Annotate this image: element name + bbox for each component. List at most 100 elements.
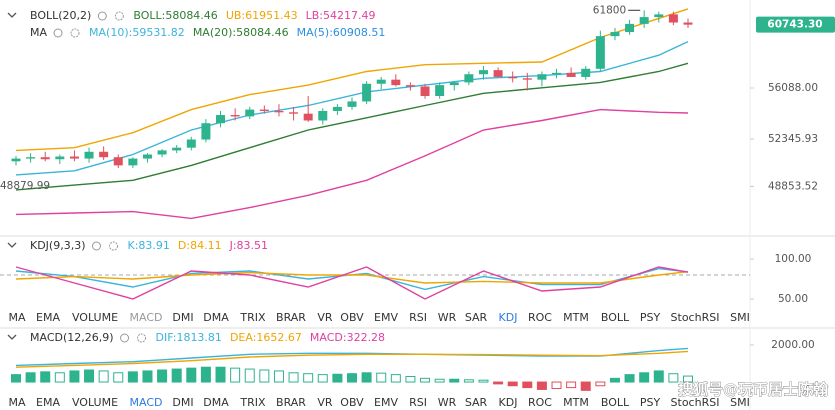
macd-bar: [215, 366, 226, 383]
candle-body: [420, 86, 430, 96]
candle-body: [157, 150, 167, 155]
macd-bar: [244, 368, 255, 383]
settings-icon[interactable]: [137, 333, 147, 343]
indicator-tab[interactable]: DMA: [203, 311, 229, 324]
macd-bar: [609, 377, 620, 383]
indicator-tab[interactable]: RSI: [409, 396, 427, 409]
indicator-tab[interactable]: MACD: [130, 311, 163, 324]
macd-bar: [40, 371, 51, 383]
indicator-tab[interactable]: KDJ: [499, 311, 518, 324]
candle-body: [40, 157, 50, 160]
indicator-tab[interactable]: EMV: [374, 311, 398, 324]
collapse-icon[interactable]: [7, 12, 17, 18]
candle-body: [625, 23, 635, 33]
indicator-tab[interactable]: TRIX: [239, 396, 266, 409]
visibility-icon[interactable]: [53, 28, 63, 38]
indicator-tab[interactable]: MA: [8, 311, 25, 324]
indicator-tab[interactable]: WR: [438, 311, 457, 324]
visibility-icon[interactable]: [92, 241, 101, 251]
indicator-tab[interactable]: KDJ: [499, 396, 518, 409]
indicator-tab[interactable]: BRAR: [276, 396, 306, 409]
candle-body: [303, 113, 313, 121]
indicator-tab[interactable]: BOLL: [601, 311, 630, 324]
indicator-tab[interactable]: VR: [317, 311, 333, 324]
candle-body: [128, 158, 138, 166]
macd-bar: [361, 372, 372, 383]
visibility-icon[interactable]: [97, 11, 107, 21]
candle-body: [552, 72, 562, 75]
macd-bar: [157, 369, 168, 383]
candle-body: [332, 106, 342, 111]
macd-bar: [200, 366, 211, 383]
macd-bar: [522, 381, 533, 389]
macd-bar: [507, 381, 518, 387]
macd-bar: [259, 369, 270, 383]
collapse-icon[interactable]: [7, 242, 17, 248]
indicator-tab[interactable]: VOLUME: [72, 311, 118, 324]
macd-bar: [478, 379, 489, 383]
settings-icon[interactable]: [114, 11, 124, 21]
candle-body: [464, 74, 474, 83]
macd-bar: [317, 374, 328, 383]
candle-body: [376, 79, 386, 84]
indicator-tab[interactable]: StochRSI: [671, 311, 720, 324]
macd-bar: [536, 381, 547, 390]
macd-bar: [171, 368, 182, 383]
macd-bar: [595, 381, 606, 387]
candle-body: [595, 36, 605, 69]
indicator-tab[interactable]: SMI: [730, 311, 750, 324]
indicator-tab[interactable]: PSY: [640, 396, 661, 409]
indicator-tab[interactable]: EMV: [374, 396, 398, 409]
indicator-tab[interactable]: DMI: [172, 396, 193, 409]
candle-body: [654, 14, 664, 18]
indicator-line: [15, 108, 689, 220]
macd-bar: [54, 372, 65, 383]
indicator-tab[interactable]: ROC: [528, 311, 552, 324]
indicator-tab[interactable]: ROC: [528, 396, 552, 409]
indicator-tab[interactable]: DMI: [172, 311, 193, 324]
indicator-tab[interactable]: BOLL: [601, 396, 630, 409]
indicator-tab[interactable]: StochRSI: [671, 396, 720, 409]
indicator-tab[interactable]: DMA: [203, 396, 229, 409]
macd-bar: [25, 372, 36, 383]
candle-body: [11, 158, 21, 162]
indicator-tab[interactable]: MTM: [563, 396, 589, 409]
indicator-tab[interactable]: RSI: [409, 311, 427, 324]
candle-body: [347, 101, 357, 107]
indicator-tab[interactable]: OBV: [340, 311, 364, 324]
indicator-tab[interactable]: SAR: [465, 311, 488, 324]
visibility-icon[interactable]: [120, 333, 130, 343]
indicator-line: [15, 350, 689, 368]
indicator-tab[interactable]: WR: [438, 396, 457, 409]
indicator-tab[interactable]: EMA: [36, 311, 60, 324]
legend-item: LB:54217.49: [306, 9, 376, 22]
macd-bar: [347, 373, 357, 383]
settings-icon[interactable]: [109, 241, 118, 251]
indicator-tab[interactable]: EMA: [36, 396, 60, 409]
indicator-tab[interactable]: VOLUME: [72, 396, 118, 409]
indicator-tab[interactable]: PSY: [640, 311, 661, 324]
macd-bar: [11, 374, 21, 383]
collapse-icon[interactable]: [7, 334, 17, 340]
candle-body: [318, 110, 328, 121]
indicator-tab[interactable]: MTM: [563, 311, 589, 324]
indicator-tab[interactable]: VR: [317, 396, 333, 409]
macd-bar: [449, 378, 460, 383]
indicator-tab[interactable]: SMI: [730, 396, 750, 409]
legend-item: MA(20):58084.46: [193, 26, 289, 39]
candle-body: [566, 72, 576, 77]
indicator-tab[interactable]: SAR: [465, 396, 488, 409]
indicator-tab[interactable]: MA: [8, 396, 25, 409]
y-tick-label: 56088.00: [768, 82, 818, 94]
candle-body: [55, 156, 65, 160]
settings-icon[interactable]: [70, 28, 80, 38]
indicator-tab[interactable]: TRIX: [239, 311, 266, 324]
indicator-tab[interactable]: MACD: [130, 396, 163, 409]
indicator-tab[interactable]: OBV: [340, 396, 364, 409]
y-tick-label: 100.00: [775, 253, 812, 265]
indicator-tab[interactable]: BRAR: [276, 311, 306, 324]
candle-body: [683, 22, 693, 25]
macd-bar: [186, 367, 197, 383]
macd-bar: [69, 370, 80, 383]
